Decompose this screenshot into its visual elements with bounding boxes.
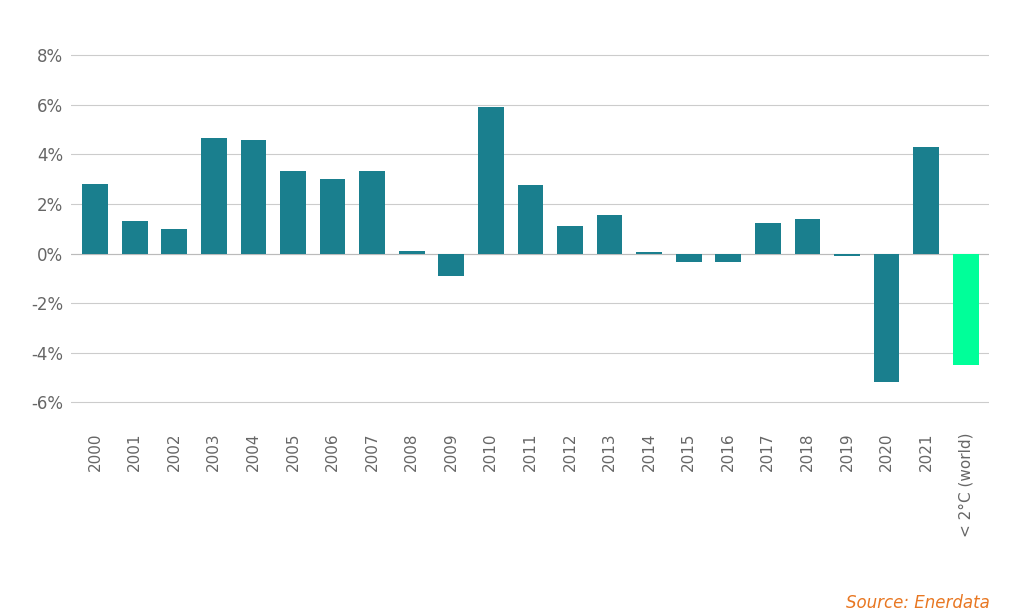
Bar	[121, 221, 148, 254]
Bar	[240, 140, 266, 254]
Bar	[714, 254, 741, 262]
Bar	[873, 254, 899, 382]
Bar	[201, 138, 226, 254]
Bar	[280, 171, 306, 254]
Bar	[596, 215, 622, 254]
Bar	[161, 229, 186, 254]
Bar	[556, 226, 582, 254]
Bar	[517, 185, 543, 254]
Bar	[83, 184, 108, 254]
Bar	[319, 179, 345, 254]
Bar	[912, 147, 938, 254]
Bar	[754, 223, 780, 254]
Bar	[438, 254, 464, 276]
Bar	[952, 254, 977, 365]
Bar	[794, 219, 819, 254]
Bar	[478, 107, 503, 254]
Text: Source: Enerdata: Source: Enerdata	[845, 594, 988, 610]
Bar	[359, 171, 384, 254]
Bar	[636, 253, 661, 254]
Bar	[676, 254, 701, 262]
Bar	[398, 251, 424, 254]
Bar	[834, 254, 859, 256]
